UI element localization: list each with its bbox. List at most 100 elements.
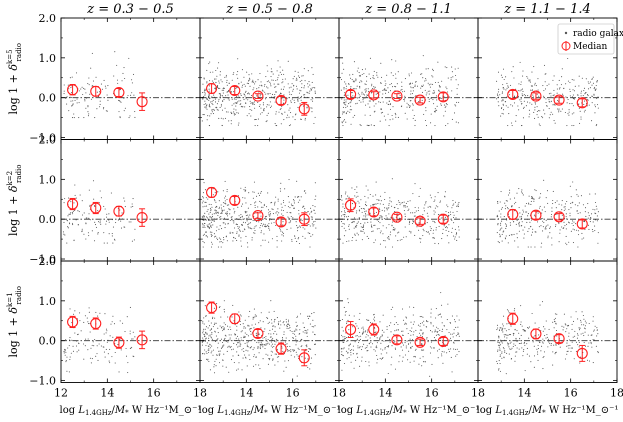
scatter-point bbox=[372, 77, 374, 79]
scatter-point bbox=[343, 223, 345, 225]
scatter-point bbox=[413, 306, 415, 308]
scatter-point bbox=[511, 125, 513, 127]
scatter-point bbox=[306, 335, 308, 337]
scatter-point bbox=[446, 204, 448, 206]
scatter-point bbox=[501, 352, 503, 354]
scatter-point bbox=[226, 350, 228, 353]
scatter-point bbox=[246, 365, 248, 367]
scatter-point bbox=[80, 88, 82, 90]
scatter-point bbox=[87, 105, 89, 107]
scatter-point bbox=[418, 195, 420, 198]
scatter-point bbox=[210, 226, 212, 228]
scatter-point bbox=[497, 344, 499, 346]
scatter-point bbox=[208, 103, 210, 105]
scatter-point bbox=[215, 235, 217, 237]
scatter-point bbox=[274, 364, 276, 366]
scatter-point bbox=[204, 201, 206, 203]
scatter-point bbox=[550, 111, 552, 113]
scatter-point bbox=[373, 87, 375, 89]
scatter-point bbox=[383, 331, 385, 333]
scatter-point bbox=[203, 215, 205, 217]
scatter-point bbox=[452, 204, 454, 206]
scatter-point bbox=[501, 342, 503, 344]
scatter-point bbox=[454, 228, 456, 230]
scatter-point bbox=[220, 215, 222, 218]
scatter-point bbox=[537, 110, 539, 112]
scatter-point bbox=[264, 218, 266, 220]
scatter-point bbox=[424, 89, 426, 91]
scatter-point bbox=[533, 198, 535, 200]
scatter-point bbox=[104, 313, 106, 315]
median-marker bbox=[414, 94, 426, 106]
scatter-point bbox=[425, 68, 427, 70]
scatter-point bbox=[434, 81, 437, 84]
scatter-point bbox=[63, 90, 65, 92]
scatter-point bbox=[380, 200, 382, 202]
median-marker bbox=[67, 316, 79, 328]
scatter-point bbox=[256, 95, 258, 97]
scatter-point bbox=[349, 349, 351, 352]
scatter-point bbox=[415, 95, 417, 97]
scatter-point bbox=[267, 224, 269, 226]
scatter-point bbox=[414, 125, 416, 127]
scatter-point bbox=[584, 331, 586, 333]
scatter-point bbox=[221, 209, 223, 211]
scatter-point bbox=[273, 345, 275, 348]
scatter-point bbox=[364, 213, 367, 215]
scatter-point bbox=[243, 335, 245, 337]
scatter-point bbox=[283, 321, 285, 323]
scatter-point bbox=[374, 110, 376, 112]
scatter-point bbox=[81, 214, 84, 216]
scatter-point bbox=[348, 228, 350, 230]
scatter-point bbox=[524, 330, 526, 332]
scatter-point bbox=[435, 95, 437, 97]
scatter-point bbox=[248, 77, 251, 79]
scatter-point bbox=[504, 202, 506, 204]
scatter-point bbox=[506, 219, 508, 221]
scatter-point bbox=[277, 324, 280, 326]
scatter-point bbox=[283, 202, 285, 204]
scatter-point bbox=[551, 237, 553, 239]
scatter-point bbox=[559, 346, 561, 348]
scatter-point bbox=[520, 225, 522, 227]
scatter-point bbox=[502, 68, 505, 70]
scatter-point bbox=[265, 215, 267, 218]
scatter-point bbox=[592, 82, 595, 84]
scatter-point bbox=[502, 103, 504, 105]
scatter-point bbox=[530, 85, 532, 87]
scatter-point bbox=[393, 333, 395, 335]
scatter-point bbox=[429, 205, 431, 207]
scatter-point bbox=[212, 81, 214, 83]
scatter-point bbox=[396, 83, 398, 85]
scatter-point bbox=[418, 101, 420, 103]
scatter-point bbox=[255, 118, 257, 121]
scatter-point bbox=[384, 348, 386, 350]
scatter-point bbox=[412, 314, 414, 316]
scatter-point bbox=[124, 226, 126, 228]
scatter-point bbox=[206, 332, 208, 334]
scatter-point bbox=[309, 323, 311, 325]
scatter-point bbox=[102, 108, 105, 110]
scatter-point bbox=[127, 371, 129, 374]
scatter-point bbox=[202, 224, 204, 226]
scatter-point bbox=[500, 115, 502, 117]
scatter-point bbox=[286, 325, 288, 328]
scatter-point bbox=[355, 239, 357, 241]
scatter-point bbox=[504, 237, 506, 239]
scatter-point bbox=[107, 85, 109, 87]
scatter-point bbox=[394, 229, 396, 231]
scatter-point bbox=[379, 243, 382, 245]
scatter-point bbox=[354, 88, 356, 90]
scatter-point bbox=[506, 334, 508, 336]
scatter-point bbox=[281, 234, 283, 236]
scatter-point bbox=[278, 74, 280, 76]
scatter-point bbox=[106, 213, 108, 215]
scatter-point bbox=[345, 106, 347, 109]
scatter-point bbox=[508, 312, 510, 314]
scatter-point bbox=[499, 349, 501, 352]
scatter-point bbox=[448, 340, 450, 342]
scatter-point bbox=[360, 223, 362, 225]
scatter-point bbox=[359, 346, 361, 348]
scatter-point bbox=[276, 348, 278, 350]
scatter-point bbox=[569, 185, 571, 187]
